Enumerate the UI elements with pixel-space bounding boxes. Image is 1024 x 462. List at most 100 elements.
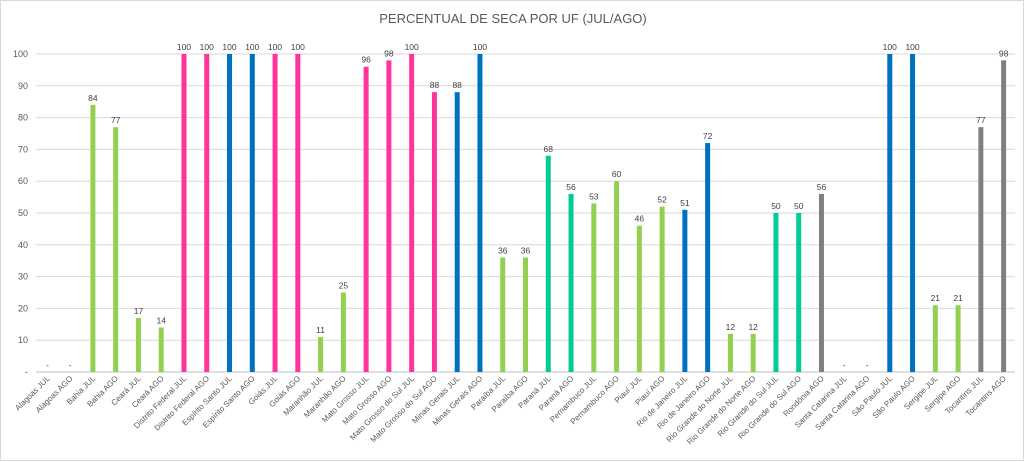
bar — [545, 155, 551, 372]
bar — [363, 66, 369, 372]
data-label: 100 — [268, 42, 282, 52]
data-label: 100 — [245, 42, 259, 52]
bar — [955, 305, 961, 372]
data-label: 60 — [612, 169, 622, 179]
bar — [818, 193, 824, 372]
data-label: 98 — [999, 48, 1009, 58]
bar — [1001, 60, 1007, 373]
data-label: 25 — [339, 281, 349, 291]
y-tick-label: 100 — [13, 49, 28, 59]
y-tick-label: 50 — [18, 208, 28, 218]
bar — [295, 54, 301, 372]
data-label: 100 — [405, 42, 419, 52]
bar — [340, 292, 346, 372]
bar — [386, 60, 392, 373]
data-label: 53 — [589, 191, 599, 201]
y-tick-label: 60 — [18, 176, 28, 186]
data-label: 88 — [430, 80, 440, 90]
bar — [181, 54, 187, 372]
bar — [431, 92, 437, 372]
data-label: 56 — [817, 182, 827, 192]
bar — [727, 333, 733, 372]
bar — [500, 257, 506, 372]
data-label: 96 — [361, 55, 371, 65]
bar — [477, 54, 483, 372]
data-label: 17 — [134, 306, 144, 316]
y-axis-ticks: - 10 20 30 40 50 60 70 80 90 100 — [13, 49, 28, 377]
y-tick-label: 20 — [18, 303, 28, 313]
data-label: - — [866, 360, 869, 370]
y-tick-label: 10 — [18, 335, 28, 345]
data-label: 100 — [473, 42, 487, 52]
data-label: 36 — [498, 246, 508, 256]
data-label: 77 — [111, 115, 121, 125]
y-tick-label: 80 — [18, 113, 28, 123]
data-label: 77 — [976, 115, 986, 125]
bar — [750, 333, 756, 372]
bar — [887, 54, 893, 372]
data-label: 100 — [883, 42, 897, 52]
bar — [910, 54, 916, 372]
data-label: 11 — [316, 325, 325, 335]
y-tick-label: 70 — [18, 144, 28, 154]
data-label: - — [843, 360, 846, 370]
bar — [523, 257, 528, 372]
bars — [90, 54, 1007, 373]
y-tick-label: 30 — [18, 272, 28, 282]
chart-title: PERCENTUAL DE SECA POR UF (JUL/AGO) — [379, 11, 647, 26]
data-label: 84 — [88, 93, 98, 103]
data-label: 46 — [635, 214, 645, 224]
bar — [614, 181, 620, 372]
data-label: 12 — [748, 322, 758, 332]
data-label: 21 — [953, 293, 963, 303]
data-label: - — [69, 360, 72, 370]
bar — [249, 54, 255, 372]
bar — [272, 54, 278, 372]
data-label: 98 — [384, 48, 394, 58]
bar — [454, 92, 460, 372]
data-label: 100 — [222, 42, 236, 52]
bar — [318, 337, 324, 372]
y-tick-label: 40 — [18, 240, 28, 250]
bar — [204, 54, 210, 372]
data-label: 12 — [726, 322, 736, 332]
bar — [409, 54, 415, 372]
bar — [682, 209, 688, 372]
data-label: 36 — [521, 246, 531, 256]
y-tick-label: - — [25, 367, 28, 377]
data-label: 88 — [452, 80, 462, 90]
bar — [659, 206, 665, 372]
data-label: 14 — [156, 315, 166, 325]
data-label: 72 — [703, 131, 713, 141]
data-label: 100 — [200, 42, 214, 52]
x-tick-label: Tocantins AGO — [964, 374, 1008, 418]
y-tick-label: 90 — [18, 81, 28, 91]
data-label: 21 — [931, 293, 941, 303]
bar — [135, 317, 141, 372]
bar — [705, 143, 711, 372]
bar — [591, 203, 597, 372]
data-label: 68 — [544, 144, 554, 154]
gridlines — [36, 53, 1015, 373]
data-label: 100 — [177, 42, 191, 52]
bar — [113, 127, 119, 372]
data-label: 50 — [794, 201, 804, 211]
data-labels: - - 84 77 17 14 100 100 100 100 100 100 11 25 96 98 100 8… — [46, 42, 1009, 370]
data-label: 100 — [905, 42, 919, 52]
bar — [978, 127, 984, 372]
bar — [227, 54, 233, 372]
bar — [932, 305, 938, 372]
bar — [158, 327, 164, 372]
bar — [636, 225, 642, 372]
data-label: 51 — [680, 198, 690, 208]
data-label: 56 — [566, 182, 576, 192]
data-label: 52 — [657, 195, 667, 205]
bar — [773, 213, 779, 372]
data-label: 100 — [291, 42, 305, 52]
bar — [568, 193, 574, 372]
data-label: - — [46, 360, 49, 370]
bar — [796, 213, 802, 372]
